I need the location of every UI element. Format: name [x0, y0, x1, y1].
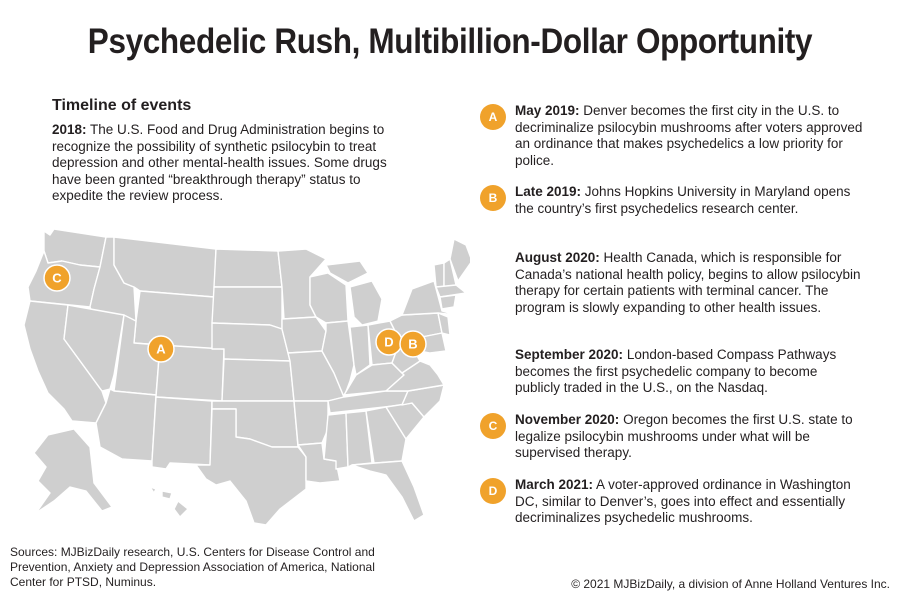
event-a-text: May 2019: Denver becomes the first city … — [515, 103, 865, 169]
event-b-date: Late 2019: — [515, 184, 582, 199]
state-michigan — [349, 280, 383, 326]
event-c-body: Oregon becomes the first U.S. state to l… — [515, 412, 853, 460]
map-marker-b: B — [399, 330, 427, 358]
event-september-2020-date: September 2020: — [515, 347, 624, 362]
map-marker-c-label: C — [52, 271, 62, 286]
event-august-2020-body: Health Canada, which is responsible for … — [515, 250, 861, 315]
state-georgia — [365, 406, 407, 464]
state-maine — [449, 238, 470, 282]
map-marker-a-label: A — [156, 342, 166, 357]
state-arkansas — [293, 400, 329, 446]
event-a-badge: A — [480, 104, 506, 130]
event-d-badge: D — [480, 478, 506, 504]
state-new-jersey — [437, 312, 451, 336]
state-florida — [351, 460, 425, 522]
state-iowa — [281, 316, 327, 354]
state-louisiana — [297, 442, 341, 484]
map-marker-b-label: B — [408, 337, 417, 352]
event-september-2020-text: September 2020: London-based Compass Pat… — [515, 347, 865, 397]
state-nebraska — [211, 322, 291, 362]
event-c-date: November 2020: — [515, 412, 620, 427]
copyright-note: © 2021 MJBizDaily, a division of Anne Ho… — [571, 577, 890, 591]
map-marker-a: A — [147, 335, 175, 363]
state-north-dakota — [213, 248, 283, 288]
sources-note: Sources: MJBizDaily research, U.S. Cente… — [10, 545, 375, 589]
state-washington — [43, 228, 107, 268]
event-august-2020-date: August 2020: — [515, 250, 600, 265]
us-map: C A D B — [10, 225, 470, 535]
event-a-date: May 2019: — [515, 103, 580, 118]
event-d-text: March 2021: A voter-approved ordinance i… — [515, 477, 865, 527]
state-connecticut — [439, 294, 457, 310]
state-wyoming — [133, 290, 215, 350]
state-michigan-upper — [325, 260, 369, 284]
event-c-badge: C — [480, 413, 506, 439]
state-hawaii — [149, 486, 189, 518]
state-alaska — [33, 428, 113, 514]
state-kansas — [221, 358, 295, 402]
map-marker-d: D — [375, 328, 403, 356]
event-d-body: A voter-approved ordinance in Washington… — [515, 477, 851, 525]
state-texas — [195, 408, 307, 526]
event-d-date: March 2021: — [515, 477, 594, 492]
event-a-body: Denver becomes the first city in the U.S… — [515, 103, 863, 168]
event-c-text: November 2020: Oregon becomes the first … — [515, 412, 865, 462]
event-september-2020-body: London-based Compass Pathways becomes th… — [515, 347, 837, 395]
intro-date: 2018: — [52, 122, 87, 137]
state-new-mexico — [151, 396, 213, 470]
state-massachusetts — [435, 284, 467, 298]
intro-paragraph: 2018: The U.S. Food and Drug Administrat… — [52, 122, 412, 205]
intro-text: The U.S. Food and Drug Administration be… — [52, 122, 387, 203]
event-b-body: Johns Hopkins University in Maryland ope… — [515, 184, 851, 216]
event-b-badge: B — [480, 185, 506, 211]
map-marker-c: C — [43, 264, 71, 292]
page-title: Psychedelic Rush, Multibillion-Dollar Op… — [87, 22, 813, 61]
timeline-heading: Timeline of events — [52, 97, 192, 114]
map-marker-d-label: D — [384, 335, 393, 350]
event-b-text: Late 2019: Johns Hopkins University in M… — [515, 184, 865, 217]
us-map-graphic: C A D B — [23, 228, 470, 526]
event-august-2020-text: August 2020: Health Canada, which is res… — [515, 250, 865, 316]
state-vermont — [433, 262, 445, 288]
